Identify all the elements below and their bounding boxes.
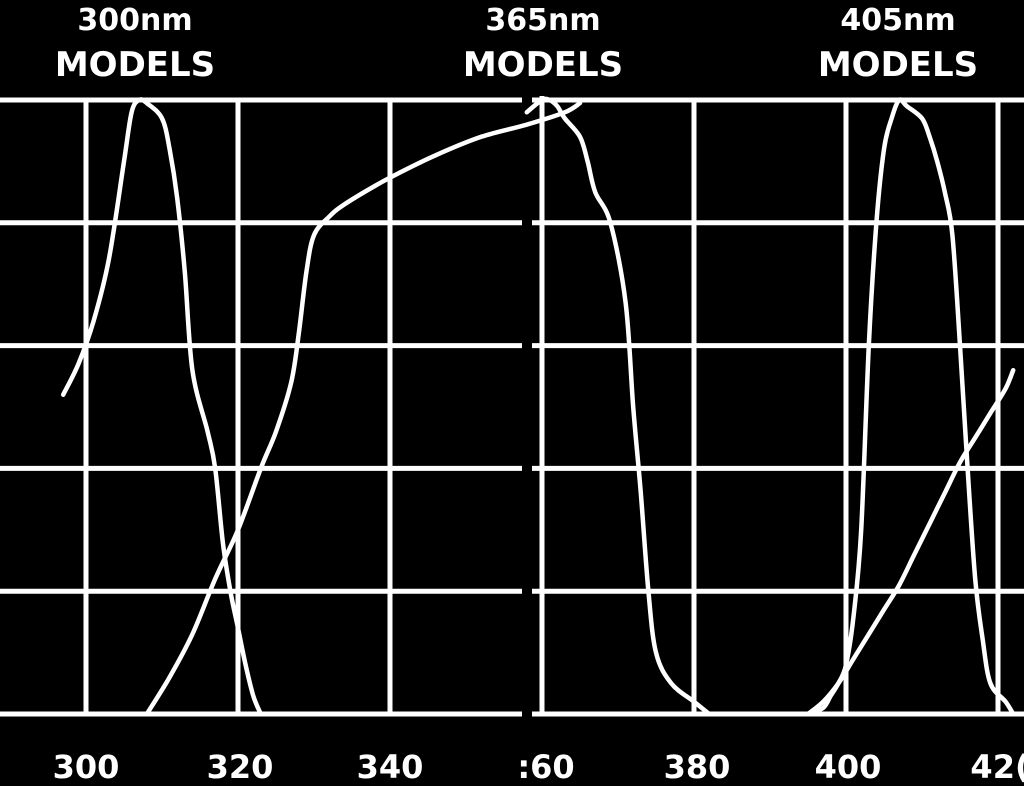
x-tick-label-400: 400 [815,748,882,786]
x-tick-label-420: 42( [970,748,1024,786]
x-tick-label-320: 320 [207,748,274,786]
curve-panel-0-series-1 [60,97,264,717]
curve-panel-2-series-0 [805,97,1016,717]
curve-panel-0-series-0 [144,100,583,717]
panel-300-label-line2: MODELS [55,45,215,85]
x-tick-label-300: 300 [53,748,120,786]
panel-405-label-line1: 405nm [840,3,955,38]
chart-curves [60,96,1016,717]
chart-grid [0,96,1024,717]
panel-405-label-line2: MODELS [818,45,978,85]
x-tick-label-380: 380 [664,748,731,786]
curve-panel-1-series-0 [524,96,712,717]
curve-panel-2-series-1 [805,367,1016,717]
panel-300-label-line1: 300nm [77,3,192,38]
panel-365-label-line2: MODELS [463,45,623,85]
x-tick-label-340: 340 [357,748,424,786]
panel-365-label-line1: 365nm [485,3,600,38]
x-tick-label-360: :60 [517,748,574,786]
